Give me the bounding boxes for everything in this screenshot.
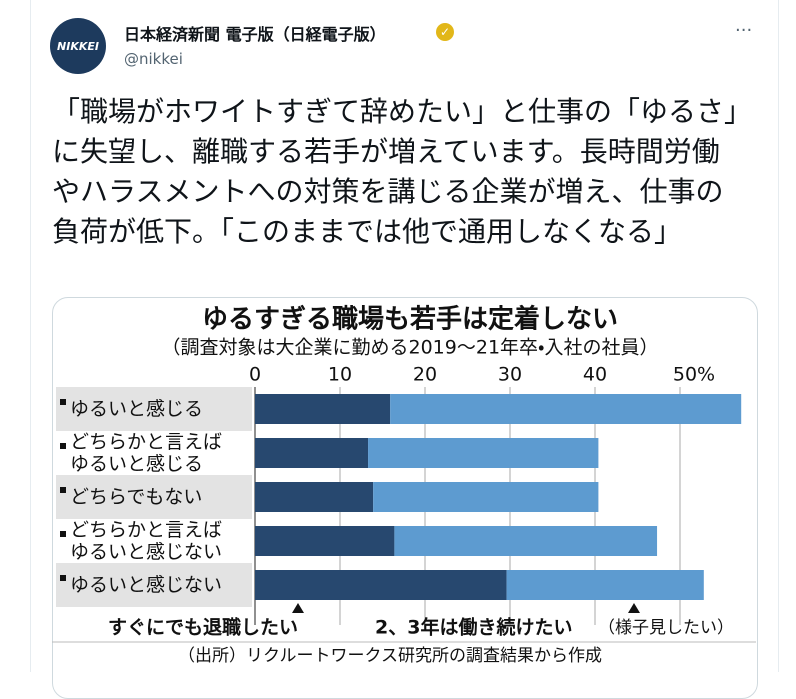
bar-segment [373,482,599,512]
x-tick-label: 30 [498,364,522,386]
bar-segment [255,482,374,512]
bar-segment [390,394,742,424]
legend-label: すぐにでも退職したい [108,616,298,639]
timeline-frame [30,0,779,672]
author-name[interactable]: 日本経済新聞 電子版（日経電子版） [124,25,386,44]
more-button[interactable]: ··· [735,20,753,41]
category-label: ゆるいと感じる [56,387,252,431]
category-label: どちらでもない [56,475,252,519]
row-band [56,387,252,431]
row-band [56,475,252,519]
legend-label: 2、3年は働き続けたい [375,616,572,639]
bar-segment [394,526,658,556]
bar-segment [255,570,507,600]
avatar[interactable]: NIKKEI [50,18,106,74]
bar-segment [255,438,369,468]
bar-segment [368,438,599,468]
verified-badge: ✓ [436,23,454,41]
x-tick-label: 40 [583,364,607,386]
page: NIKKEI 日本経済新聞 電子版（日経電子版） ✓ @nikkei ··· 「… [30,0,779,699]
source: （出所）リクルートワークス研究所の調査結果から作成 [178,646,602,666]
x-tick-label: 50% [673,364,715,386]
x-tick-label: 20 [413,364,437,386]
legend-pointer [628,603,640,613]
legend-pointer [292,603,304,613]
x-tick-label: 10 [328,364,352,386]
category-label: ゆるいと感じない [56,563,252,607]
row-band [56,563,252,607]
bar-segment [255,394,391,424]
chart: ゆるすぎる職場も若手は定着しない （調査対象は大企業に勤める2019～21年卒・… [52,304,756,666]
category-label: どちらかと言えば ゆるいと感じる [56,431,252,475]
tweet-text: 「職場がホワイトすぎて辞めたい」と仕事の「ゆるさ」に失望し、離職する若手が増えて… [52,95,739,248]
annotation: （様子見したい） [598,618,734,638]
bar-segment [506,570,704,600]
category-label: どちらかと言えば ゆるいと感じない [56,519,252,563]
chart-subtitle: （調査対象は大企業に勤める2019～21年卒・入社の社員） [162,337,659,359]
author-handle[interactable]: @nikkei [124,50,183,68]
x-tick-label: 0 [249,364,261,386]
bar-segment [255,526,395,556]
chart-title: ゆるすぎる職場も若手は定着しない [202,304,618,335]
